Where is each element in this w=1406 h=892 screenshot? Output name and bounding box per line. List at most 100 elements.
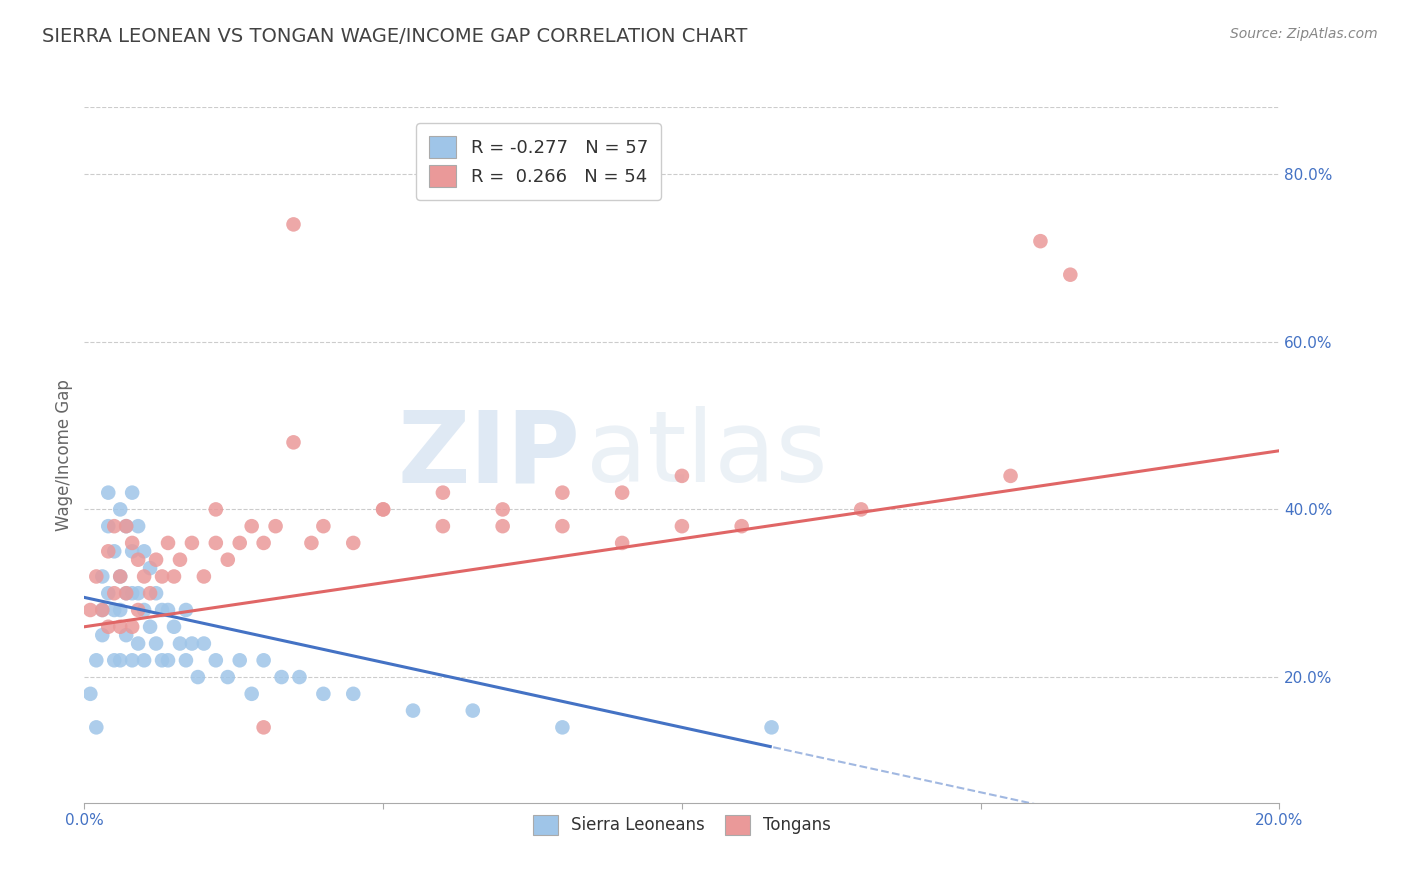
Point [253, 536, 276, 550]
Point [132, 603, 156, 617]
Point [150, 653, 173, 667]
Point [169, 636, 191, 650]
Point [121, 620, 143, 634]
Point [139, 586, 162, 600]
Point [228, 536, 252, 550]
Point [217, 552, 239, 566]
Point [193, 569, 215, 583]
Text: ZIP: ZIP [398, 407, 581, 503]
Point [103, 519, 125, 533]
Point [115, 586, 138, 600]
Point [145, 586, 167, 600]
Point [115, 519, 138, 533]
Point [205, 502, 228, 516]
Point [79, 603, 101, 617]
Point [110, 569, 132, 583]
Text: atlas: atlas [586, 407, 828, 503]
Point [264, 519, 287, 533]
Point [139, 620, 162, 634]
Point [121, 485, 143, 500]
Point [132, 544, 156, 558]
Point [373, 502, 395, 516]
Point [91, 569, 114, 583]
Point [139, 561, 162, 575]
Point [110, 620, 132, 634]
Point [312, 687, 335, 701]
Point [432, 485, 454, 500]
Point [205, 536, 228, 550]
Point [1059, 268, 1081, 282]
Point [110, 502, 132, 516]
Point [115, 628, 138, 642]
Point [205, 653, 228, 667]
Point [157, 603, 180, 617]
Point [181, 536, 204, 550]
Point [157, 653, 180, 667]
Point [150, 569, 173, 583]
Point [163, 569, 186, 583]
Point [253, 720, 276, 734]
Point [312, 519, 335, 533]
Point [97, 519, 120, 533]
Point [193, 636, 215, 650]
Point [91, 603, 114, 617]
Point [288, 670, 311, 684]
Point [342, 536, 364, 550]
Point [103, 653, 125, 667]
Point [373, 502, 395, 516]
Point [492, 502, 515, 516]
Point [97, 620, 120, 634]
Point [174, 603, 197, 617]
Point [86, 653, 108, 667]
Point [97, 544, 120, 558]
Text: Source: ZipAtlas.com: Source: ZipAtlas.com [1230, 27, 1378, 41]
Point [301, 536, 323, 550]
Point [551, 485, 574, 500]
Point [121, 544, 143, 558]
Point [127, 603, 149, 617]
Point [157, 536, 180, 550]
Point [150, 603, 173, 617]
Point [127, 552, 149, 566]
Point [79, 687, 101, 701]
Point [127, 519, 149, 533]
Point [121, 653, 143, 667]
Point [612, 536, 634, 550]
Point [461, 704, 484, 718]
Point [115, 586, 138, 600]
Point [103, 603, 125, 617]
Point [174, 653, 197, 667]
Legend: Sierra Leoneans, Tongans: Sierra Leoneans, Tongans [524, 806, 839, 843]
Point [110, 569, 132, 583]
Point [86, 569, 108, 583]
Point [342, 687, 364, 701]
Point [145, 636, 167, 650]
Point [132, 569, 156, 583]
Point [671, 468, 693, 483]
Point [187, 670, 209, 684]
Point [110, 603, 132, 617]
Point [240, 519, 263, 533]
Point [121, 586, 143, 600]
Point [283, 435, 305, 450]
Point [97, 586, 120, 600]
Point [169, 552, 191, 566]
Point [163, 620, 186, 634]
Point [127, 636, 149, 650]
Point [761, 720, 783, 734]
Point [731, 519, 754, 533]
Point [240, 687, 263, 701]
Point [115, 519, 138, 533]
Text: SIERRA LEONEAN VS TONGAN WAGE/INCOME GAP CORRELATION CHART: SIERRA LEONEAN VS TONGAN WAGE/INCOME GAP… [42, 27, 748, 45]
Point [270, 670, 292, 684]
Point [283, 218, 305, 232]
Point [1029, 234, 1052, 248]
Point [228, 653, 252, 667]
Point [612, 485, 634, 500]
Point [86, 720, 108, 734]
Point [132, 653, 156, 667]
Point [492, 519, 515, 533]
Point [402, 704, 425, 718]
Point [91, 628, 114, 642]
Point [551, 720, 574, 734]
